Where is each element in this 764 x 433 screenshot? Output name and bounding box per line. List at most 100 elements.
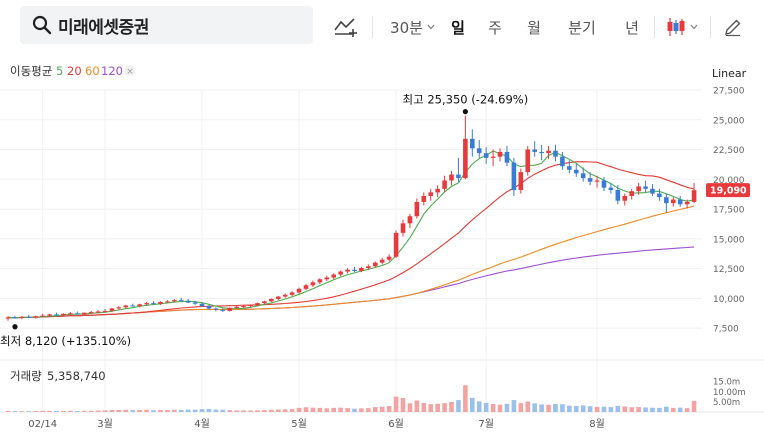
- volume-bar: [483, 402, 489, 412]
- volume-bar: [33, 410, 39, 412]
- chevron-down-icon: [427, 24, 435, 30]
- price-tick-label: 17,500: [713, 206, 745, 216]
- ma-legend-20[interactable]: 20: [67, 64, 82, 78]
- candle-body: [54, 314, 59, 316]
- candle-body: [206, 306, 212, 309]
- volume-bar: [442, 403, 447, 412]
- interval-dropdown[interactable]: 30분: [388, 12, 438, 42]
- tab-month[interactable]: 월: [527, 18, 541, 37]
- candle-body: [490, 156, 496, 158]
- candle-body: [449, 174, 454, 181]
- volume-bar: [421, 402, 427, 412]
- volume-bar: [68, 410, 73, 412]
- scale-mode-button[interactable]: Linear: [712, 67, 747, 80]
- volume-bar: [338, 407, 343, 412]
- volume-bar: [546, 404, 551, 412]
- volume-bar: [255, 410, 260, 412]
- volume-bar: [629, 407, 634, 412]
- candle-body: [75, 313, 80, 315]
- volume-bar: [414, 400, 420, 412]
- volume-bar: [560, 404, 565, 412]
- candle-body: [594, 180, 600, 182]
- volume-bar: [26, 411, 32, 412]
- candle-body: [546, 150, 551, 154]
- candle-body: [68, 313, 73, 315]
- volume-bar: [456, 400, 461, 412]
- chart-type-dropdown[interactable]: [662, 12, 702, 42]
- chart-toolbar: 미래에셋증권 30분 일 주 월 분기 년: [0, 0, 764, 56]
- volume-bar: [158, 409, 163, 412]
- close-icon[interactable]: [124, 65, 136, 76]
- candle-body: [456, 174, 461, 179]
- volume-bar: [324, 408, 330, 412]
- candle-body: [622, 195, 628, 201]
- price-tick-label: 15,000: [713, 235, 745, 245]
- chart-canvas[interactable]: 7,500 10,000 12,500 15,000 17,500 20,000 22,50…: [0, 56, 764, 433]
- chevron-down-icon: [690, 24, 698, 30]
- ma-legend-60[interactable]: 60: [85, 64, 100, 78]
- tab-day[interactable]: 일: [451, 18, 465, 37]
- candle-body: [691, 190, 697, 202]
- candle-body: [102, 310, 108, 312]
- candle-body: [33, 316, 39, 318]
- candle-body: [470, 138, 475, 149]
- candle-body: [116, 307, 122, 309]
- candle-body: [144, 303, 149, 305]
- high-marker: [462, 109, 468, 115]
- candle-body: [137, 304, 142, 307]
- volume-bar: [463, 385, 468, 412]
- volume-bar: [102, 410, 108, 412]
- candle-body: [234, 306, 239, 308]
- tab-week[interactable]: 주: [488, 18, 502, 37]
- toolbar-divider: [710, 16, 711, 38]
- volume-bar: [213, 409, 219, 412]
- candle-body: [158, 301, 163, 304]
- candle-body: [26, 316, 32, 318]
- ma-legend-close[interactable]: ×: [126, 67, 134, 77]
- volume-bar: [400, 398, 406, 412]
- candle-body: [463, 138, 468, 179]
- tab-quarter[interactable]: 분기: [568, 18, 596, 37]
- volume-bar: [608, 407, 614, 412]
- candle-body: [539, 151, 544, 154]
- volume-bar: [116, 409, 122, 412]
- ma-legend-120[interactable]: 120: [101, 64, 123, 78]
- tab-year[interactable]: 년: [625, 18, 639, 37]
- search-query: 미래에셋증권: [58, 17, 149, 38]
- candle-body: [608, 187, 614, 191]
- volume-bar: [137, 409, 142, 412]
- volume-bar: [172, 409, 177, 412]
- candle-body: [192, 302, 198, 304]
- price-axis: 7,500 10,000 12,500 15,000 17,500 20,000 22,50…: [713, 87, 745, 335]
- candle-body: [400, 223, 406, 233]
- candlestick-icon: [667, 18, 685, 36]
- volume-bar: [539, 404, 544, 412]
- ma-legend-5[interactable]: 5: [56, 64, 63, 78]
- volume-bar: [615, 405, 621, 412]
- candle-body: [476, 148, 482, 154]
- trend-add-icon: [334, 18, 357, 37]
- volume-series: [5, 385, 697, 412]
- volume-tick-label: 15.0m: [713, 378, 740, 388]
- volume-bar: [241, 410, 246, 412]
- volume-bar: [331, 407, 337, 412]
- candle-body: [670, 199, 676, 204]
- drawing-tool-button[interactable]: [720, 12, 746, 42]
- interval-label: 30분: [390, 18, 423, 37]
- volume-bar: [185, 409, 191, 412]
- volume-bar: [303, 407, 309, 412]
- volume-bar: [130, 410, 136, 412]
- candle-body: [567, 166, 572, 170]
- candle-body: [165, 301, 170, 303]
- high-annotation: 최고 25,350 (-24.69%): [403, 93, 529, 107]
- volume-bar: [81, 410, 87, 412]
- volume-bar: [366, 408, 371, 412]
- volume-bar: [386, 406, 392, 412]
- candle-body: [421, 195, 427, 202]
- low-annotation: 최저 8,120 (+135.10%): [0, 334, 131, 348]
- stock-search-box[interactable]: 미래에셋증권: [20, 6, 313, 44]
- volume-legend-value: 5,358,740: [47, 369, 106, 383]
- indicator-add-button[interactable]: [330, 12, 362, 42]
- stock-chart[interactable]: 7,500 10,000 12,500 15,000 17,500 20,000 22,50…: [0, 56, 764, 433]
- volume-bar: [95, 410, 101, 412]
